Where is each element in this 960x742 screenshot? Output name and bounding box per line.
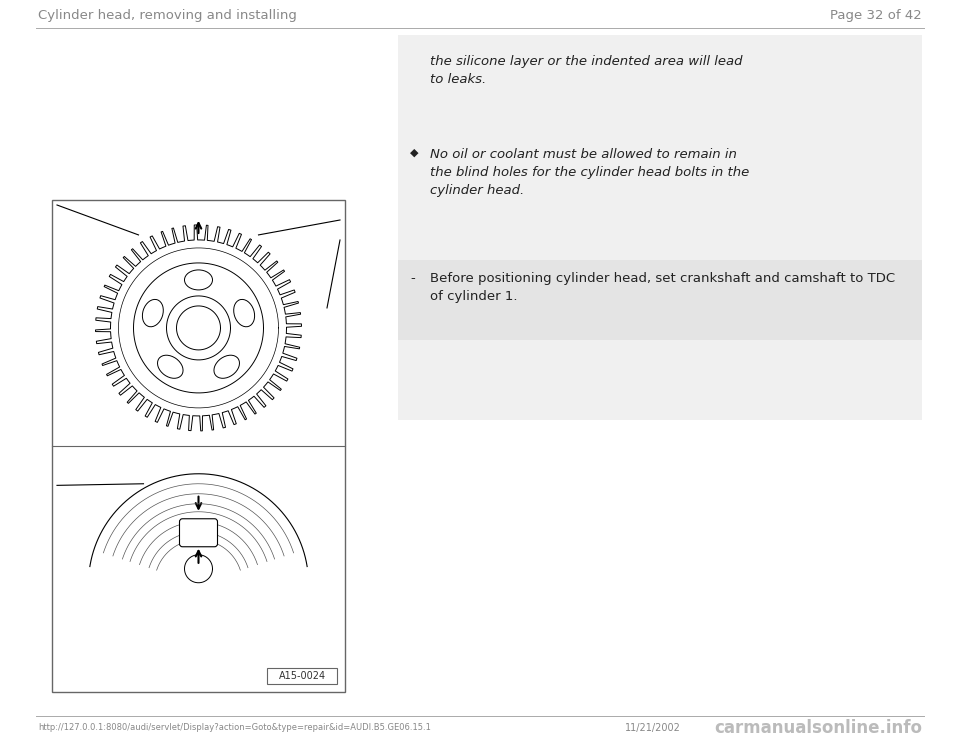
Text: to leaks.: to leaks. [430,73,487,86]
Ellipse shape [142,300,163,326]
Text: A15-0024: A15-0024 [278,671,325,681]
Text: the blind holes for the cylinder head bolts in the: the blind holes for the cylinder head bo… [430,166,749,179]
Text: Before positioning cylinder head, set crankshaft and camshaft to TDC: Before positioning cylinder head, set cr… [430,272,895,285]
Text: No oil or coolant must be allowed to remain in: No oil or coolant must be allowed to rem… [430,148,737,161]
Text: ◆: ◆ [410,148,419,158]
Text: carmanualsonline.info: carmanualsonline.info [714,719,922,737]
Text: cylinder head.: cylinder head. [430,184,524,197]
Text: of cylinder 1.: of cylinder 1. [430,290,517,303]
FancyBboxPatch shape [398,260,922,340]
FancyBboxPatch shape [52,200,345,692]
Text: Page 32 of 42: Page 32 of 42 [830,10,922,22]
Text: -: - [410,272,415,285]
Ellipse shape [184,270,212,290]
Text: 11/21/2002: 11/21/2002 [625,723,681,733]
Ellipse shape [233,300,254,326]
FancyBboxPatch shape [398,35,922,420]
Text: the silicone layer or the indented area will lead: the silicone layer or the indented area … [430,55,742,68]
Text: Cylinder head, removing and installing: Cylinder head, removing and installing [38,10,297,22]
FancyBboxPatch shape [267,668,337,684]
Ellipse shape [214,355,239,378]
Text: http://127.0.0.1:8080/audi/servlet/Display?action=Goto&type=repair&id=AUDI.B5.GE: http://127.0.0.1:8080/audi/servlet/Displ… [38,723,431,732]
Ellipse shape [157,355,183,378]
FancyBboxPatch shape [180,519,218,547]
